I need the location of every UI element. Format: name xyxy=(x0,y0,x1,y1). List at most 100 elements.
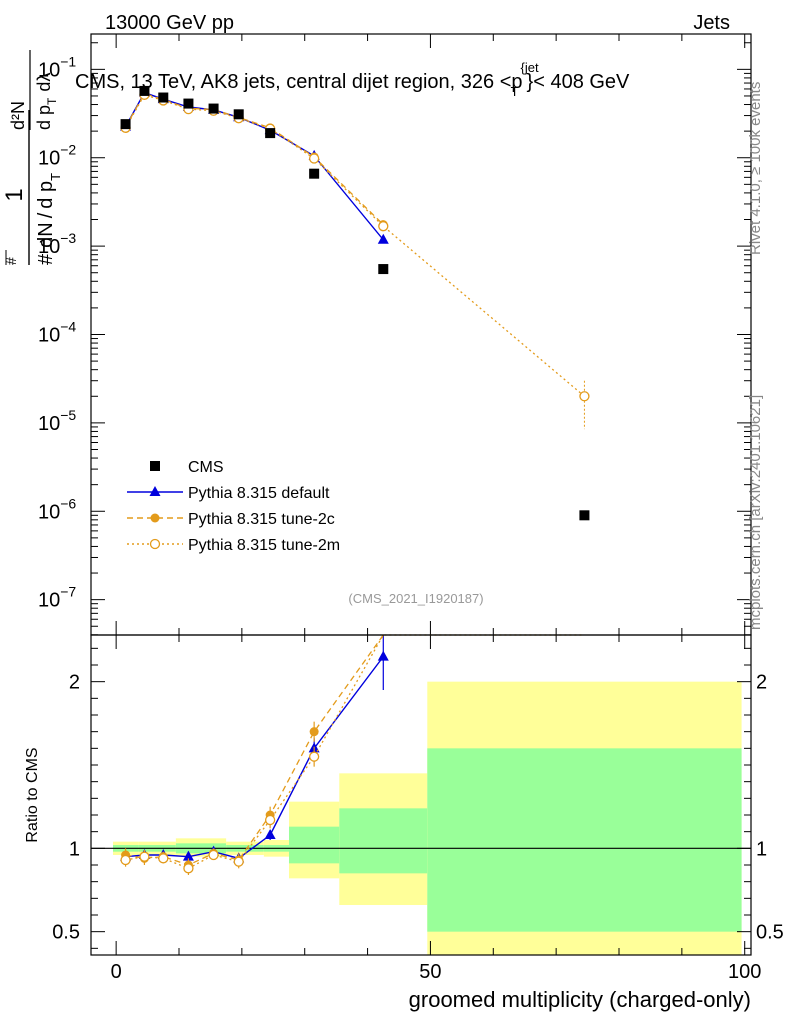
title-tail: }< 408 GeV xyxy=(527,71,631,93)
ylabel-hash-bottom: # xyxy=(3,257,19,265)
ylabel-denominator: # dN / d pT xyxy=(35,173,63,265)
ylabel-slash: / xyxy=(35,212,57,218)
ylabel-denominator-2: d pTdλ xyxy=(34,73,59,130)
ratio-tick-label-right: 2 xyxy=(756,672,767,694)
data-point xyxy=(139,85,150,96)
series-1 xyxy=(120,86,389,244)
legend-marker xyxy=(149,538,161,550)
ylabel-den: d p xyxy=(34,105,54,130)
band-green-7 xyxy=(427,748,742,932)
legend-label: Pythia 8.315 tune-2c xyxy=(188,511,335,528)
legend-entry-2: Pythia 8.315 tune-2c xyxy=(127,511,335,528)
data-point xyxy=(183,98,194,109)
y-tick-label: 10−4 xyxy=(38,319,76,347)
ratio-series-line xyxy=(125,634,585,870)
ylabel-dl: dλ xyxy=(34,73,54,92)
ylabel-dN: dN xyxy=(35,222,57,248)
ratio-point xyxy=(208,849,219,861)
ratio-uncertainty-bands xyxy=(113,681,742,955)
y-tick-exponent: −1 xyxy=(60,53,76,69)
ratio-point xyxy=(158,853,169,864)
ylabel-T: T xyxy=(48,173,63,181)
y-tick-base: 10 xyxy=(38,501,60,523)
data-point xyxy=(265,128,276,139)
header-right: Jets xyxy=(693,12,730,34)
legend-entry-3: Pythia 8.315 tune-2m xyxy=(127,537,340,554)
legend: CMS Pythia 8.315 default Pythia 8.315 tune… xyxy=(127,459,340,554)
ratio-point xyxy=(308,751,320,762)
y-tick-label: 10−1 xyxy=(38,53,76,81)
band-green-6 xyxy=(339,808,428,874)
y-tick-label: 10−3 xyxy=(38,230,76,258)
y-tick-base: 10 xyxy=(38,325,60,347)
header-left: 13000 GeV pp xyxy=(105,12,234,34)
data-point xyxy=(378,221,389,232)
analysis-watermark: (CMS_2021_I1920187) xyxy=(348,591,483,606)
axis-ticks xyxy=(91,34,751,955)
y-tick-exponent: −3 xyxy=(60,230,76,246)
main-y-axis-label: 1 # dN / d pT # # xyxy=(0,110,63,265)
legend-label: Pythia 8.315 tune-2m xyxy=(188,537,340,554)
series-line-main xyxy=(125,92,384,226)
ratio-series-3 xyxy=(120,634,585,875)
y-tick-exponent: −2 xyxy=(60,142,76,158)
title-subscript: T xyxy=(511,84,519,99)
data-point xyxy=(579,510,590,521)
y-tick-base: 10 xyxy=(38,236,60,258)
y-tick-exponent: −4 xyxy=(60,319,76,335)
series-2 xyxy=(121,89,388,230)
ratio-point xyxy=(377,650,389,661)
y-tick-exponent: −7 xyxy=(60,584,76,600)
main-y-axis-label-right-part: d²N d pTdλ xyxy=(8,50,59,130)
ylabel-hash-top: # xyxy=(0,257,3,265)
ratio-point xyxy=(264,829,276,839)
x-axis-label: groomed multiplicity (charged-only) xyxy=(409,987,751,1012)
legend-marker xyxy=(150,513,160,523)
band-green-5 xyxy=(289,826,340,864)
legend-marker xyxy=(149,486,161,496)
data-point xyxy=(158,92,169,103)
title-main: CMS, 13 TeV, AK8 jets, central dijet reg… xyxy=(75,71,523,93)
legend-label: CMS xyxy=(188,459,224,476)
y-tick-label: 10−7 xyxy=(38,584,76,612)
y-tick-label: 10−5 xyxy=(38,407,76,435)
ratio-tick-label-left: 0.5 xyxy=(52,922,80,944)
data-point xyxy=(309,168,320,179)
y-tick-label: 10−2 xyxy=(38,142,76,170)
ratio-point xyxy=(182,850,194,861)
data-point xyxy=(378,264,389,275)
ratio-point xyxy=(264,814,276,826)
ratio-point xyxy=(139,851,150,862)
legend-entry-1: Pythia 8.315 default xyxy=(127,485,330,502)
ratio-plot-frame xyxy=(90,634,752,956)
series-line-main xyxy=(125,94,585,397)
y-tick-base: 10 xyxy=(38,148,60,170)
data-point xyxy=(579,391,590,402)
ratio-y-axis-label: Ratio to CMS xyxy=(24,747,41,842)
y-tick-label: 10−6 xyxy=(38,495,76,523)
series-line-main xyxy=(124,91,384,241)
ylabel-one: 1 xyxy=(1,188,28,201)
plot-frames xyxy=(90,33,752,956)
y-tick-base: 10 xyxy=(38,59,60,81)
ylabel-hash: # xyxy=(35,253,57,265)
y-tick-exponent: −5 xyxy=(60,407,76,423)
ratio-point xyxy=(309,727,319,737)
x-tick-label: 50 xyxy=(419,961,441,983)
mcplots-label: mcplots.cern.ch [arXiv:2401.10621] xyxy=(747,395,764,630)
ylabel-numerator: d²N xyxy=(8,101,28,130)
chart-title: CMS, 13 TeV, AK8 jets, central dijet reg… xyxy=(75,60,630,99)
ratio-tick-label-right: 0.5 xyxy=(756,922,784,944)
ratio-tick-label-left: 1 xyxy=(69,838,80,860)
data-point xyxy=(308,153,320,164)
y-tick-base: 10 xyxy=(38,590,60,612)
data-point xyxy=(377,233,389,244)
ratio-point xyxy=(233,856,244,867)
rivet-version-label: Rivet 4.1.0, ≥ 100k events xyxy=(747,82,764,255)
x-tick-label: 0 xyxy=(111,961,122,983)
ratio-tick-label-right: 1 xyxy=(756,838,767,860)
y-tick-exponent: −6 xyxy=(60,495,76,511)
ylabel-den-T: T xyxy=(45,97,59,105)
